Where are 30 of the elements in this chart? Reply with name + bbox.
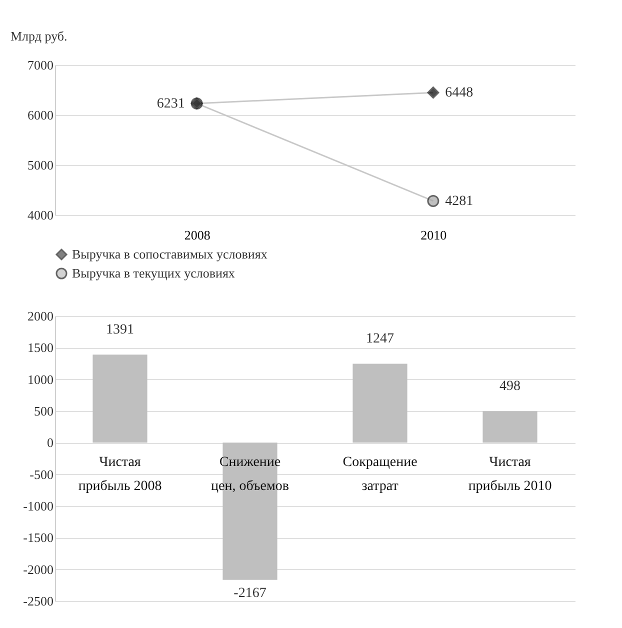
data-label: 6231 — [156, 96, 185, 112]
y-tick-label: 5000 — [28, 158, 54, 172]
y-tick-label: 4000 — [28, 208, 54, 222]
y-tick-label: -2000 — [23, 562, 54, 577]
y-tick-label: 2000 — [28, 308, 54, 324]
legend-label: Выручка в сопоставимых условиях — [72, 246, 268, 262]
legend-label: Выручка в текущих условиях — [72, 266, 236, 280]
x-tick-label: Снижение цен, объемов — [211, 455, 290, 494]
y-tick-label: -2500 — [23, 594, 54, 608]
data-label: -2167 — [234, 586, 266, 601]
y-tick-label: 1000 — [28, 372, 54, 387]
x-tick-label: 2010 — [420, 228, 447, 242]
y-tick-label: 7000 — [28, 58, 54, 72]
y-tick-label: 0 — [47, 435, 54, 450]
data-label: 1391 — [106, 322, 134, 338]
y-axis-title: Млрд руб. — [10, 28, 68, 44]
data-label: 1247 — [366, 332, 394, 347]
x-tick-label: Чистая прибыль 2010 — [468, 455, 552, 494]
data-label: 4281 — [445, 194, 474, 209]
x-tick-label: Сокращение затрат — [342, 455, 418, 494]
x-tick-label: 2008 — [184, 228, 210, 242]
y-tick-label: 500 — [34, 404, 54, 418]
y-tick-label: 6000 — [28, 108, 54, 122]
x-tick-label: Чистая прибыль 2008 — [78, 455, 162, 494]
data-label: 498 — [500, 379, 520, 394]
y-tick-label: -1500 — [23, 530, 54, 546]
data-label: 6448 — [445, 86, 474, 101]
y-tick-label: 1500 — [28, 340, 54, 356]
y-tick-label: -500 — [30, 466, 54, 482]
y-tick-label: -1000 — [23, 498, 54, 514]
